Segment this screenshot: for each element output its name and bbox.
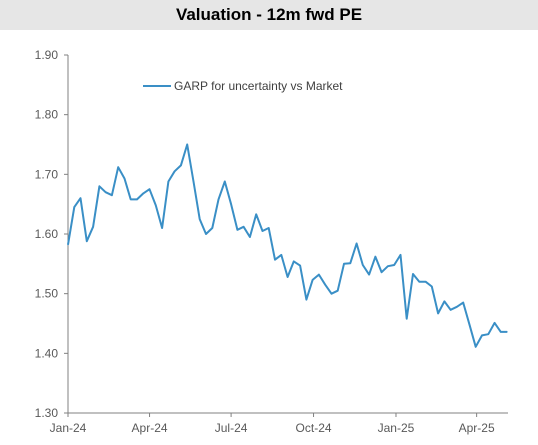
data-point	[130, 198, 132, 200]
data-point	[287, 276, 289, 278]
y-tick-label: 1.60	[35, 227, 59, 241]
data-point	[255, 213, 257, 215]
data-point	[105, 191, 107, 193]
series-line	[67, 143, 508, 348]
data-point	[475, 346, 477, 348]
x-tick-label: Jan-25	[378, 421, 415, 435]
data-point	[174, 170, 176, 172]
x-tick-label: Jul-24	[215, 421, 248, 435]
data-point	[161, 227, 163, 229]
data-point	[243, 226, 245, 228]
x-tick-label: Apr-24	[132, 421, 168, 435]
data-point	[318, 274, 320, 276]
data-point	[180, 164, 182, 166]
data-point	[450, 309, 452, 311]
x-tick-label: Oct-24	[296, 421, 332, 435]
y-tick-label: 1.70	[35, 167, 59, 181]
data-point	[330, 293, 333, 295]
data-point	[92, 226, 94, 228]
data-point	[337, 290, 339, 292]
data-point	[117, 166, 119, 168]
data-point	[387, 265, 389, 267]
data-point	[506, 331, 508, 333]
data-point	[280, 254, 282, 256]
data-point	[136, 198, 138, 200]
data-point	[274, 259, 276, 261]
data-point	[167, 180, 169, 183]
data-point	[468, 324, 471, 326]
x-tick-label: Jan-24	[50, 421, 87, 435]
data-point	[79, 197, 82, 199]
data-point	[148, 188, 151, 190]
data-point	[418, 281, 420, 283]
data-point	[343, 263, 345, 265]
data-point	[205, 233, 207, 235]
data-point	[374, 256, 376, 258]
y-tick-label: 1.90	[35, 48, 59, 62]
data-point	[368, 274, 370, 276]
data-point	[268, 227, 270, 229]
legend-label: GARP for uncertainty vs Market	[174, 79, 343, 93]
data-point	[381, 271, 383, 273]
data-point	[393, 264, 395, 266]
data-point	[412, 273, 414, 275]
data-point	[236, 229, 238, 231]
legend: GARP for uncertainty vs Market	[143, 79, 343, 93]
y-tick-label: 1.50	[35, 287, 59, 301]
data-point	[293, 260, 295, 262]
data-point	[425, 281, 427, 283]
y-tick-label: 1.40	[35, 346, 59, 360]
data-point	[487, 333, 489, 335]
data-point	[312, 279, 314, 281]
data-point	[399, 254, 402, 256]
data-point	[349, 262, 351, 264]
y-tick-label: 1.30	[35, 406, 59, 420]
data-point	[500, 331, 502, 333]
data-point	[73, 206, 75, 208]
data-point	[299, 265, 301, 267]
data-point	[98, 185, 100, 187]
data-point	[224, 180, 226, 183]
data-point	[481, 334, 483, 336]
x-tick-label: Apr-25	[459, 421, 495, 435]
data-point	[494, 322, 496, 324]
data-point	[192, 180, 195, 183]
data-point	[199, 218, 201, 220]
data-point	[217, 198, 220, 200]
data-point	[261, 230, 264, 232]
data-point	[249, 236, 251, 238]
data-point	[305, 299, 307, 301]
chart-title: Valuation - 12m fwd PE	[0, 0, 538, 30]
data-point	[86, 240, 88, 242]
y-tick-label: 1.80	[35, 108, 59, 122]
data-point	[406, 318, 408, 320]
data-point	[324, 284, 326, 286]
data-point	[443, 300, 445, 302]
data-point	[155, 204, 157, 206]
data-point	[123, 177, 126, 180]
data-point	[362, 264, 364, 266]
data-point	[431, 285, 433, 288]
data-point	[437, 312, 439, 314]
data-point	[356, 242, 358, 245]
data-point	[67, 244, 69, 246]
data-point	[142, 192, 144, 194]
data-point	[462, 302, 464, 304]
data-point	[456, 306, 458, 308]
data-point	[186, 143, 188, 146]
data-point	[230, 203, 232, 205]
data-point	[211, 227, 213, 229]
data-point	[111, 194, 113, 196]
